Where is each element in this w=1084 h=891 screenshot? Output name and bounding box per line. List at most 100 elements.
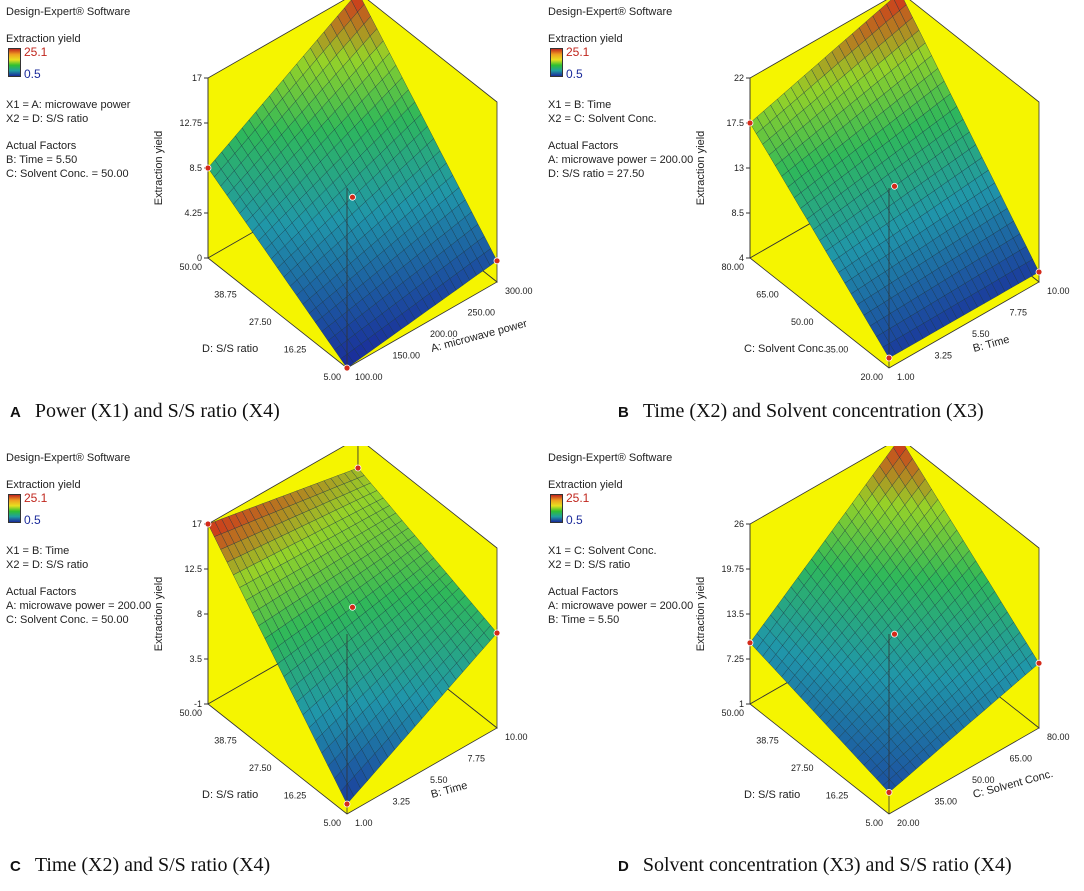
x-tick-label: 7.75 [468, 754, 486, 764]
design-point [885, 788, 893, 796]
design-point [746, 119, 754, 127]
z-tick-label: 8.5 [189, 163, 202, 173]
design-point [354, 464, 362, 472]
y-tick-label: 16.25 [284, 345, 307, 355]
z-axis-title: Extraction yield [695, 577, 707, 652]
actual-factor-1: B: Time = 5.50 [6, 154, 78, 166]
panel-caption-text: Time (X2) and S/S ratio (X4) [34, 854, 271, 876]
actual-factor-1: A: microwave power = 200.00 [548, 154, 694, 166]
y-tick-label: 50.00 [721, 708, 744, 718]
y-tick-label: 5.00 [323, 372, 341, 382]
surface-mesh [749, 0, 1040, 359]
y-tick-label: 35.00 [826, 345, 849, 355]
z-tick-label: 3.5 [189, 654, 202, 664]
y-axis-title: D: S/S ratio [202, 789, 258, 801]
legend-title: Extraction yield [548, 479, 623, 491]
z-tick-label: 1 [739, 699, 744, 709]
surface-plot: 17 12.5 8 3.5 -1 Extraction yield 1.00 3.25 5.50… [153, 446, 528, 828]
x-tick-label: 80.00 [1047, 732, 1070, 742]
x-tick-label: 300.00 [505, 286, 533, 296]
x-tick-label: 100.00 [355, 372, 383, 382]
panel-a: Design-Expert® Software Extraction yield… [0, 0, 542, 445]
panel-caption: D Solvent concentration (X3) and S/S rati… [618, 854, 1012, 877]
z-tick-label: 26 [734, 519, 744, 529]
x2-label: X2 = D: S/S ratio [6, 113, 89, 125]
design-point [493, 257, 501, 265]
x-tick-label: 5.50 [972, 329, 990, 339]
panel-d: Design-Expert® Software Extraction yield… [542, 446, 1084, 891]
design-point [885, 354, 893, 362]
color-scale-bar [8, 48, 21, 77]
y-tick-label: 16.25 [826, 791, 849, 801]
x-tick-label: 7.75 [1010, 308, 1028, 318]
y-axis-title: C: Solvent Conc. [744, 343, 827, 355]
actual-factor-2: C: Solvent Conc. = 50.00 [6, 168, 129, 180]
y-tick-label: 27.50 [791, 763, 814, 773]
z-axis-title: Extraction yield [695, 131, 707, 206]
actual-factor-1: A: microwave power = 200.00 [548, 600, 694, 612]
x-tick-label: 250.00 [468, 308, 496, 318]
x-tick-label: 1.00 [355, 818, 373, 828]
z-axis-title: Extraction yield [153, 577, 165, 652]
panel-caption: C Time (X2) and S/S ratio (X4) [10, 854, 270, 877]
z-tick-label: -1 [194, 699, 202, 709]
z-tick-label: 4.25 [184, 208, 202, 218]
panel-caption: A Power (X1) and S/S ratio (X4) [10, 400, 280, 423]
actual-factor-2: D: S/S ratio = 27.50 [548, 168, 645, 180]
z-tick-label: 17 [192, 519, 202, 529]
software-label: Design-Expert® Software [548, 6, 673, 18]
x1-label: X1 = C: Solvent Conc. [548, 545, 657, 557]
y-axis-title: D: S/S ratio [744, 789, 800, 801]
panel-b: Design-Expert® Software Extraction yield… [542, 0, 1084, 445]
y-tick-label: 38.75 [214, 290, 237, 300]
z-tick-label: 8.5 [731, 208, 744, 218]
x1-label: X1 = A: microwave power [6, 99, 131, 111]
x-tick-label: 65.00 [1010, 754, 1033, 764]
actual-factor-1: A: microwave power = 200.00 [6, 600, 152, 612]
design-point [343, 800, 351, 808]
panel-letter: B [618, 404, 629, 421]
y-tick-label: 16.25 [284, 791, 307, 801]
legend-title: Extraction yield [6, 479, 81, 491]
design-point [746, 639, 754, 647]
surface-mesh [749, 446, 1040, 793]
z-tick-label: 0 [197, 253, 202, 263]
z-tick-label: 13 [734, 163, 744, 173]
software-label: Design-Expert® Software [6, 452, 131, 464]
x2-label: X2 = D: S/S ratio [6, 559, 89, 571]
y-tick-label: 50.00 [179, 262, 202, 272]
actual-factors-title: Actual Factors [6, 140, 77, 152]
x2-label: X2 = C: Solvent Conc. [548, 113, 657, 125]
design-point [1035, 659, 1043, 667]
z-tick-label: 19.75 [721, 564, 744, 574]
z-tick-label: 17 [192, 73, 202, 83]
z-tick-label: 4 [739, 253, 744, 263]
panel-letter: A [10, 404, 21, 421]
y-tick-label: 38.75 [756, 736, 779, 746]
x-tick-label: 1.00 [897, 372, 915, 382]
z-tick-label: 8 [197, 609, 202, 619]
legend-title: Extraction yield [548, 33, 623, 45]
panel-caption-text: Solvent concentration (X3) and S/S ratio… [642, 854, 1012, 876]
z-tick-label: 12.75 [179, 118, 202, 128]
surface-plot: 17 12.75 8.5 4.25 0 Extraction yield 100.00 150… [153, 0, 533, 382]
legend-max: 25.1 [24, 491, 48, 505]
y-tick-label: 27.50 [249, 763, 272, 773]
surface-mesh [207, 467, 498, 805]
x-tick-label: 20.00 [897, 818, 920, 828]
legend-min: 0.5 [24, 67, 41, 81]
center-point [349, 193, 356, 201]
y-tick-label: 20.00 [860, 372, 883, 382]
legend-max: 25.1 [24, 45, 48, 59]
panel-caption-text: Time (X2) and Solvent concentration (X3) [642, 400, 984, 422]
design-point [1035, 268, 1043, 276]
x1-label: X1 = B: Time [6, 545, 70, 557]
panel-letter: C [10, 858, 21, 875]
y-tick-label: 5.00 [323, 818, 341, 828]
design-point [204, 520, 212, 528]
legend-min: 0.5 [566, 513, 583, 527]
color-scale-bar [8, 494, 21, 523]
y-tick-label: 27.50 [249, 317, 272, 327]
actual-factors-title: Actual Factors [548, 586, 619, 598]
x-tick-label: 5.50 [430, 775, 448, 785]
